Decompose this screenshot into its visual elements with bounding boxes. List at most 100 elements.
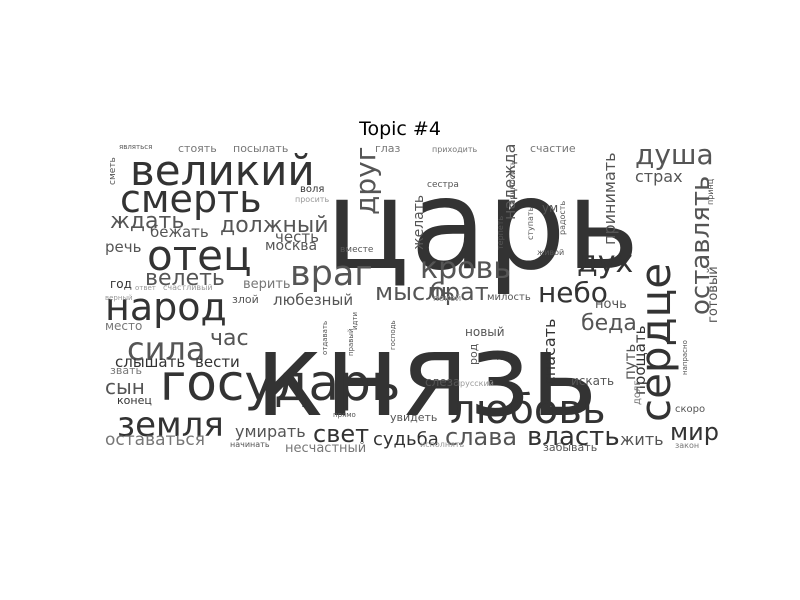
cloud-word: мир [670, 418, 719, 446]
cloud-word: год [110, 277, 132, 291]
cloud-word: небо [538, 276, 608, 309]
cloud-word: брат [430, 278, 489, 306]
cloud-word: свет [313, 420, 369, 448]
cloud-word: сила [127, 330, 205, 368]
cloud-word: спасать [540, 319, 559, 385]
cloud-word: путь [621, 344, 639, 380]
figure-title: Topic #4 [359, 118, 441, 140]
cloud-word: оставлять [686, 176, 716, 315]
cloud-word: душа [635, 140, 714, 171]
cloud-word: несчастный [285, 441, 366, 452]
cloud-word: приходить [432, 145, 478, 154]
cloud-word: страх [635, 167, 683, 186]
cloud-word: отец [147, 231, 252, 280]
cloud-word: вместе [340, 245, 374, 255]
cloud-word: любезный [273, 291, 353, 309]
cloud-word: приносить [508, 160, 517, 205]
cloud-word: ждать [110, 209, 184, 234]
cloud-word: сестра [427, 180, 459, 190]
cloud-word: ночь [595, 297, 627, 312]
cloud-word: мысль [375, 278, 455, 306]
cloud-word: государь [160, 354, 400, 412]
cloud-word: москва [265, 238, 317, 254]
cloud-word: честь [275, 228, 319, 246]
cloud-word: оставаться [105, 430, 205, 450]
cloud-word: великий [130, 146, 315, 195]
cloud-word: дух [577, 245, 633, 280]
cloud-word: прощать [631, 326, 649, 395]
cloud-word: жить [620, 430, 664, 449]
cloud-word: речь [105, 238, 141, 256]
cloud-word: должный [220, 213, 329, 238]
cloud-word: вести [195, 353, 240, 371]
cloud-word: принимать [600, 153, 619, 246]
cloud-word: милость [487, 292, 531, 303]
cloud-word: являться [119, 143, 152, 151]
cloud-word: счастие [530, 142, 576, 155]
cloud-word: покой [433, 294, 461, 304]
cloud-word: закон [675, 441, 699, 450]
cloud-word: ступать [526, 206, 535, 240]
cloud-word: начинать [230, 440, 270, 449]
cloud-word: кровь [420, 251, 511, 286]
cloud-word: господь [389, 320, 397, 350]
cloud-word: слеза [425, 375, 460, 389]
cloud-word: конец [117, 394, 152, 407]
word-cloud: царь князь государь сердце любовь великий смер… [105, 140, 720, 452]
cloud-word: забывать [543, 441, 597, 452]
cloud-word: враг [290, 254, 373, 294]
cloud-word: идти [351, 312, 359, 330]
cloud-word: народ [105, 285, 227, 329]
cloud-word: велеть [145, 266, 225, 291]
cloud-word: правый [347, 328, 355, 356]
cloud-word: искать [571, 374, 614, 388]
cloud-word: род [467, 343, 480, 365]
cloud-word: звать [110, 364, 142, 377]
cloud-word: сметь [108, 157, 118, 185]
cloud-word: посылать [233, 142, 288, 155]
cloud-word: друг [349, 147, 382, 215]
cloud-word: умирать [235, 422, 306, 441]
cloud-word: терпеть [496, 216, 505, 250]
cloud-word: слышать [115, 353, 185, 371]
cloud-word: верить [243, 277, 291, 292]
cloud-word: прямо [333, 411, 356, 419]
cloud-word: сердце [631, 263, 680, 422]
cloud-word: живой [537, 248, 564, 257]
cloud-word: принц [706, 178, 715, 205]
cloud-word: напрасно [681, 340, 689, 375]
cloud-word: долг [632, 380, 643, 405]
cloud-word: место [105, 319, 142, 333]
cloud-word: новый [465, 325, 505, 339]
cloud-word: слава [445, 423, 517, 451]
cloud-word: ум [542, 201, 558, 215]
cloud-word: беда [581, 311, 637, 336]
cloud-word: лицо [497, 353, 518, 362]
cloud-word: злой [232, 293, 259, 306]
cloud-word: судьба [373, 429, 439, 450]
cloud-word: русский [460, 379, 494, 388]
cloud-word: радость [558, 201, 567, 235]
cloud-word: счастливый [163, 283, 213, 292]
cloud-word: надежда [500, 144, 519, 220]
cloud-word: скоро [675, 404, 705, 415]
cloud-word: бежать [150, 223, 209, 241]
cloud-word: смерть [120, 177, 262, 221]
cloud-word: земля [117, 405, 224, 445]
cloud-word: просить [295, 195, 329, 204]
cloud-word: воля [300, 184, 324, 195]
cloud-word: стоять [178, 142, 217, 155]
cloud-word: любовь [450, 387, 606, 433]
cloud-word: готовый [706, 266, 720, 323]
cloud-word: сын [105, 375, 145, 399]
cloud-word: желать [411, 195, 427, 250]
cloud-word: исполнять [420, 440, 465, 449]
cloud-word: глаз [375, 142, 401, 155]
cloud-word: верный [105, 294, 133, 302]
cloud-word: ответ [135, 284, 156, 292]
cloud-word: князь [255, 309, 598, 443]
cloud-word: царь [325, 153, 640, 298]
cloud-word: отдавать [321, 321, 329, 355]
cloud-word: увидеть [390, 411, 437, 424]
